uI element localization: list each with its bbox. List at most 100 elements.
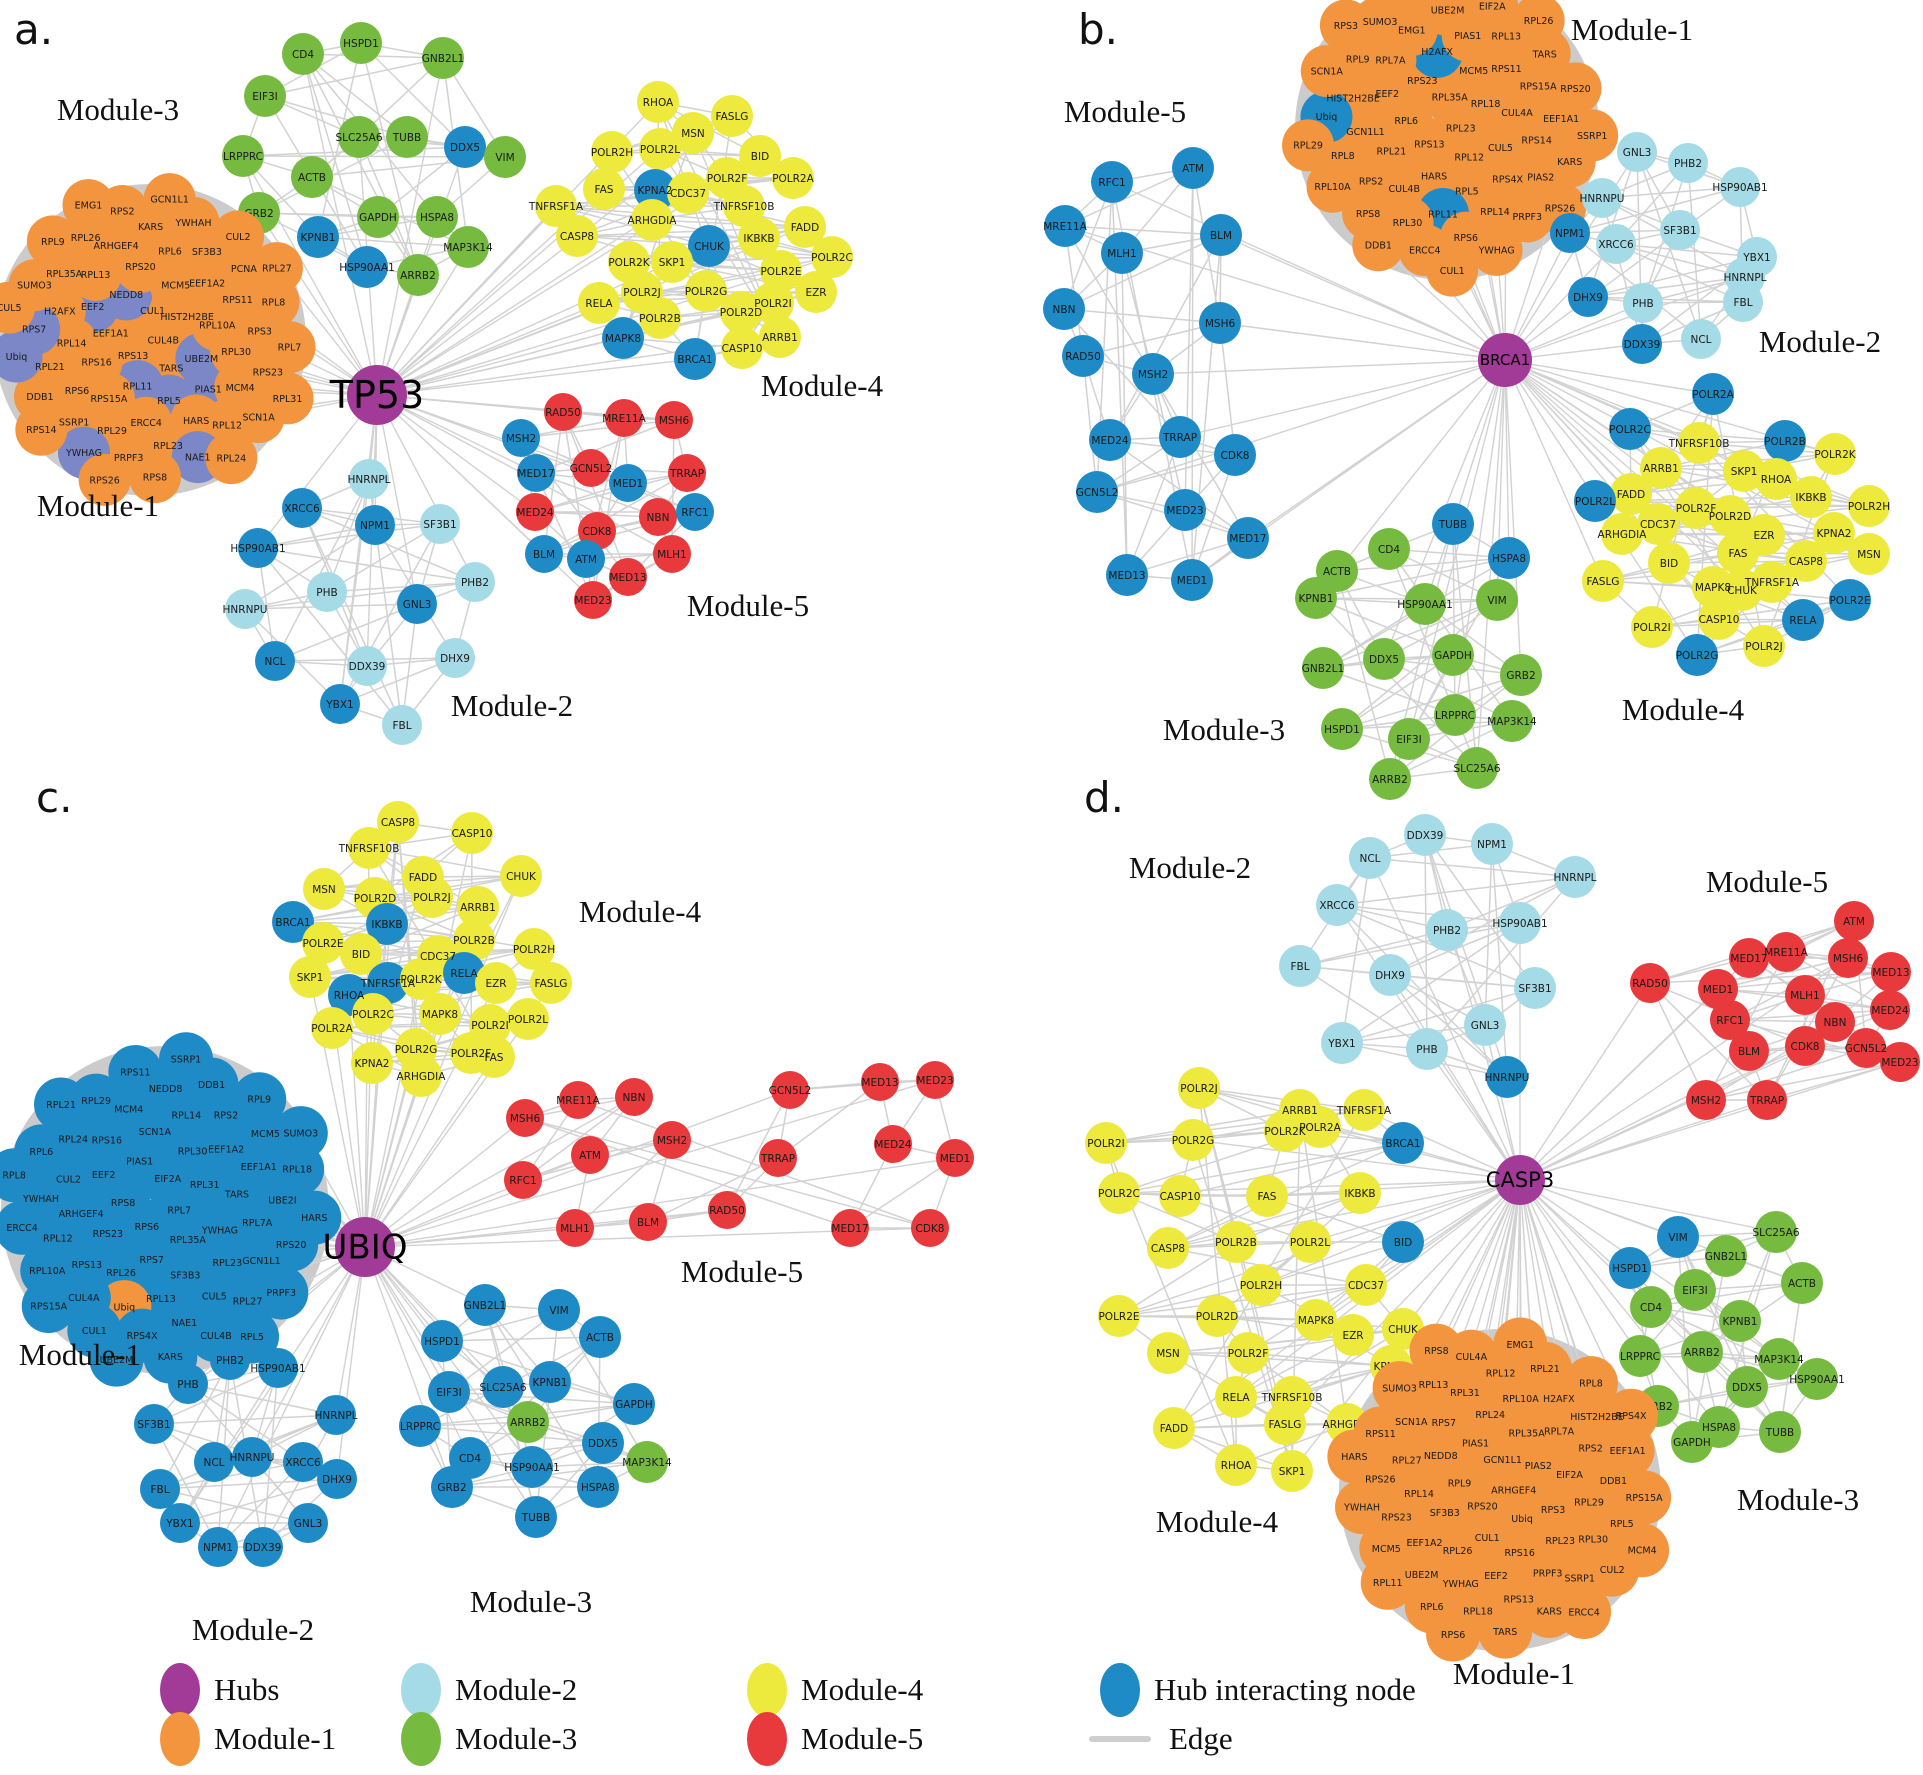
node-DDX5[interactable] xyxy=(582,1422,624,1464)
node-GAPDH[interactable] xyxy=(357,196,399,238)
node-POLR2J[interactable] xyxy=(411,876,453,918)
node-MAP3K14[interactable] xyxy=(626,1441,668,1483)
node-CASP10[interactable] xyxy=(721,327,763,369)
node-RELA[interactable] xyxy=(1782,599,1824,641)
node-POLR2H[interactable] xyxy=(591,131,633,173)
node-RFC1[interactable] xyxy=(676,493,714,531)
node-TNFRSF10B[interactable] xyxy=(1678,422,1720,464)
node-HNRNPL[interactable] xyxy=(349,459,389,499)
node-DHX9[interactable] xyxy=(1568,277,1608,317)
node-FBL[interactable] xyxy=(382,705,422,745)
node-POLR2J[interactable] xyxy=(1743,625,1785,667)
node-PHB2[interactable] xyxy=(455,562,495,602)
node-MSN[interactable] xyxy=(1147,1332,1189,1374)
node-NBN[interactable] xyxy=(1815,1002,1855,1042)
node-MRE11A[interactable] xyxy=(1044,205,1086,247)
node-KPNB1[interactable] xyxy=(1295,577,1337,619)
node-PHB2[interactable] xyxy=(1668,143,1708,183)
node-ARHGDIA[interactable] xyxy=(400,1055,442,1097)
node-YWHAG[interactable] xyxy=(1470,223,1523,276)
node-ARRB2[interactable] xyxy=(1369,758,1411,800)
node-CUL5[interactable] xyxy=(0,281,36,334)
node-GNL3[interactable] xyxy=(288,1503,328,1543)
node-MCM4[interactable] xyxy=(1615,1523,1670,1578)
hub-node-BRCA1[interactable] xyxy=(1478,333,1532,387)
node-MSH6[interactable] xyxy=(1828,938,1868,978)
node-POLR2B[interactable] xyxy=(1215,1221,1257,1263)
node-ERCC4[interactable] xyxy=(0,1200,50,1255)
node-POLR2L[interactable] xyxy=(1289,1221,1331,1263)
node-ARRB2[interactable] xyxy=(1681,1331,1723,1373)
node-TNFRSF10B[interactable] xyxy=(348,827,390,869)
node-POLR2D[interactable] xyxy=(1196,1295,1238,1337)
node-ATM[interactable] xyxy=(1172,147,1214,189)
node-LRPPRC[interactable] xyxy=(222,135,264,177)
node-IKBKB[interactable] xyxy=(1790,476,1832,518)
node-MSN[interactable] xyxy=(303,868,345,910)
node-NPM1[interactable] xyxy=(1471,823,1513,865)
node-SUMO3[interactable] xyxy=(1372,1361,1427,1416)
node-CD4[interactable] xyxy=(1368,528,1410,570)
node-POLR2A[interactable] xyxy=(311,1007,353,1049)
node-PHB[interactable] xyxy=(307,572,347,612)
node-CASP10[interactable] xyxy=(1698,598,1740,640)
node-NBN[interactable] xyxy=(639,498,677,536)
node-HNRNPU[interactable] xyxy=(1582,178,1622,218)
node-PRPF3[interactable] xyxy=(254,1265,309,1320)
node-DHX9[interactable] xyxy=(1369,954,1411,996)
node-GNB2L1[interactable] xyxy=(1705,1235,1747,1277)
node-POLR2E[interactable] xyxy=(1098,1295,1140,1337)
node-PHB[interactable] xyxy=(1406,1028,1448,1070)
node-KPNA2[interactable] xyxy=(351,1042,393,1084)
node-MED17[interactable] xyxy=(517,454,555,492)
node-POLR2H[interactable] xyxy=(1240,1264,1282,1306)
node-CDC37[interactable] xyxy=(1345,1264,1387,1306)
node-DDB1[interactable] xyxy=(1352,219,1405,272)
hub-node-CASP3[interactable] xyxy=(1495,1155,1545,1205)
node-ATM[interactable] xyxy=(567,540,605,578)
node-CUL1[interactable] xyxy=(1426,244,1479,297)
node-HNRNPL[interactable] xyxy=(1554,856,1596,898)
node-MED17[interactable] xyxy=(1227,517,1269,559)
node-POLR2J[interactable] xyxy=(1178,1067,1220,1109)
node-POLR2H[interactable] xyxy=(513,928,555,970)
node-RPL7[interactable] xyxy=(263,321,316,374)
node-BLM[interactable] xyxy=(629,1203,667,1241)
node-MLH1[interactable] xyxy=(556,1209,594,1247)
node-DDX39[interactable] xyxy=(1404,814,1446,856)
node-GAPDH[interactable] xyxy=(1432,634,1474,676)
node-RPS4X[interactable] xyxy=(1604,1388,1659,1443)
node-POLR2B[interactable] xyxy=(1764,420,1806,462)
node-POLR2L[interactable] xyxy=(507,998,549,1040)
node-MED23[interactable] xyxy=(1880,1042,1920,1082)
node-GRB2[interactable] xyxy=(1500,654,1542,696)
node-DHX9[interactable] xyxy=(435,638,475,678)
node-HARS[interactable] xyxy=(1327,1429,1382,1484)
node-IKBKB[interactable] xyxy=(366,903,408,945)
node-ATM[interactable] xyxy=(571,1136,609,1174)
node-GNB2L1[interactable] xyxy=(464,1284,506,1326)
node-NBN[interactable] xyxy=(1043,288,1085,330)
node-RPL31[interactable] xyxy=(261,372,314,425)
node-HSP90AB1[interactable] xyxy=(238,528,278,568)
node-RPS6[interactable] xyxy=(1426,1607,1481,1662)
node-NPM1[interactable] xyxy=(198,1527,238,1567)
node-GCN5L2[interactable] xyxy=(771,1071,809,1109)
node-CASP8[interactable] xyxy=(1147,1227,1189,1269)
node-SKP1[interactable] xyxy=(1723,450,1765,492)
node-CDK8[interactable] xyxy=(911,1209,949,1247)
node-RPS26[interactable] xyxy=(78,453,131,506)
node-POLR2K[interactable] xyxy=(400,958,442,1000)
node-EIF3I[interactable] xyxy=(1388,718,1430,760)
node-POLR2H[interactable] xyxy=(1848,485,1890,527)
node-POLR2L[interactable] xyxy=(639,128,681,170)
node-DDX5[interactable] xyxy=(444,126,486,168)
node-GNB2L1[interactable] xyxy=(422,37,464,79)
node-POLR2I[interactable] xyxy=(1631,606,1673,648)
node-IKBKB[interactable] xyxy=(1339,1172,1381,1214)
node-NCL[interactable] xyxy=(1349,837,1391,879)
node-GCN5L2[interactable] xyxy=(1076,471,1118,513)
node-MRE11A[interactable] xyxy=(1766,932,1806,972)
node-NCL[interactable] xyxy=(255,641,295,681)
node-MSH6[interactable] xyxy=(655,401,693,439)
